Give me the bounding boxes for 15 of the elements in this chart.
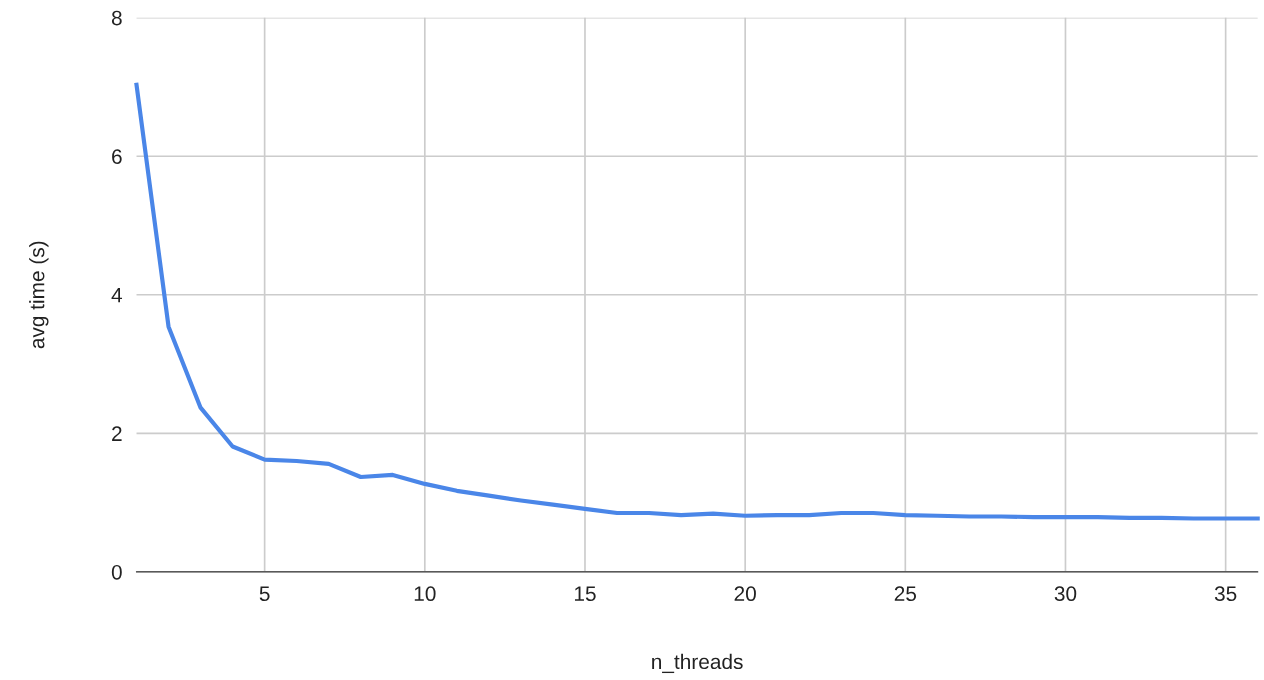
x-tick-label: 35 [1214,586,1237,602]
x-tick-label: 15 [574,586,596,602]
x-tick-label: 30 [1054,586,1077,602]
x-tick-label: 10 [414,586,436,602]
x-tick-label: 25 [894,586,917,602]
x-tick-label: 20 [734,586,756,602]
y-tick-label: 6 [112,149,122,164]
y-tick-label: 2 [112,426,122,441]
x-axis-title: n_threads [652,653,743,674]
y-tick-label: 0 [111,564,122,580]
y-tick-label: 8 [111,10,122,26]
y-tick-label: 4 [111,288,123,303]
line-series [134,82,1260,521]
y-axis-title: avg time (s) [29,241,49,349]
x-tick-label: 5 [259,586,270,602]
